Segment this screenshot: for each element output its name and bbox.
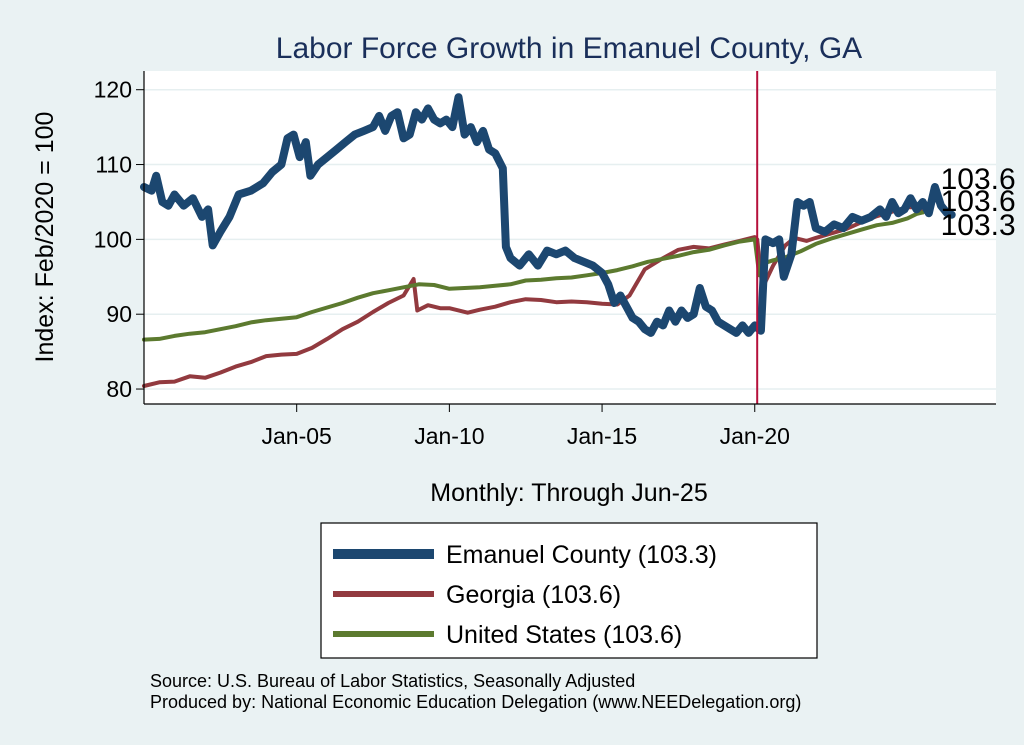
y-tick-label-110: 110 bbox=[95, 152, 132, 178]
series-layer bbox=[140, 93, 956, 388]
end-label-united-states: 103.6 bbox=[941, 185, 1016, 218]
source-note: Source: U.S. Bureau of Labor Statistics,… bbox=[150, 671, 636, 691]
x-tick-label-jan-05: Jan-05 bbox=[262, 423, 332, 449]
legend-label-emanuel: Emanuel County (103.3) bbox=[446, 541, 717, 569]
gridlines bbox=[144, 88, 996, 390]
y-tick-label-90: 90 bbox=[106, 301, 132, 327]
chart-title: Labor Force Growth in Emanuel County, GA bbox=[276, 32, 862, 65]
y-axis-label: Index: Feb/2020 = 100 bbox=[31, 112, 59, 363]
legend-label-georgia: Georgia (103.6) bbox=[446, 581, 621, 609]
end-label-emanuel-county: 103.3 bbox=[941, 209, 1016, 242]
plot-area bbox=[144, 71, 996, 404]
end-label-georgia: 103.6 bbox=[941, 163, 1016, 196]
series-line-georgia bbox=[142, 205, 925, 388]
line-chart: 80 90 100 110 120 Jan-05 Jan-10 Jan-15 Jan-20 10… bbox=[31, 32, 1016, 659]
x-tick-label-jan-20: Jan-20 bbox=[720, 423, 790, 449]
y-tick-label-120: 120 bbox=[94, 77, 132, 103]
legend-label-united-states: United States (103.6) bbox=[446, 621, 682, 649]
y-tick-label-100: 100 bbox=[94, 226, 132, 252]
legend: Emanuel County (103.3) Georgia (103.6) U… bbox=[320, 522, 818, 659]
y-tick-label-80: 80 bbox=[106, 376, 132, 402]
x-axis-label: Monthly: Through Jun-25 bbox=[430, 479, 707, 507]
tick-layer: 80 90 100 110 120 Jan-05 Jan-10 Jan-15 Jan-20 bbox=[94, 77, 790, 449]
produced-by-note: Produced by: National Economic Education… bbox=[150, 692, 802, 712]
x-tick-label-jan-15: Jan-15 bbox=[567, 423, 637, 449]
series-line-united-states bbox=[142, 210, 925, 342]
x-tick-label-jan-10: Jan-10 bbox=[414, 423, 484, 449]
series-line-emanuel-county bbox=[140, 93, 956, 337]
axes bbox=[143, 71, 996, 405]
